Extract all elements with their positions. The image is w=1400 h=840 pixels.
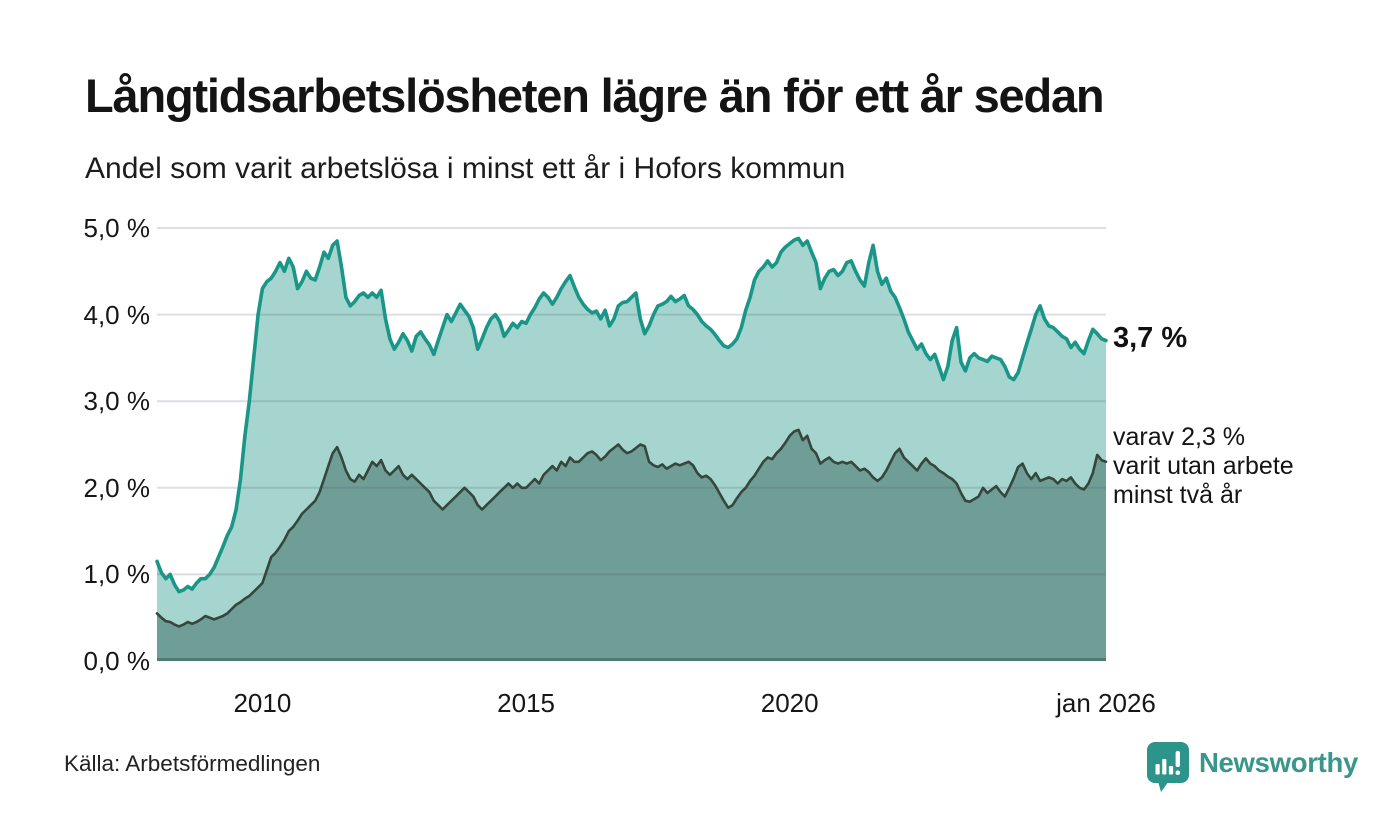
- series-area-min-two-years: [157, 429, 1106, 661]
- end-note-line: varav 2,3 %: [1113, 423, 1246, 451]
- y-tick-label: 5,0 %: [83, 213, 151, 243]
- gridlines: [157, 227, 1106, 576]
- end-note-line: varit utan arbete: [1113, 452, 1294, 480]
- newsworthy-icon: [1147, 742, 1189, 792]
- x-tick-label: 2010: [233, 688, 292, 718]
- y-tick-label: 3,0 %: [83, 386, 151, 417]
- end-value-label-one-year: 3,7 %: [1113, 322, 1188, 354]
- y-tick-label: 4,0 %: [83, 299, 151, 330]
- page-title: Långtidsarbetslösheten lägre än för ett …: [85, 69, 1105, 122]
- end-value-note-two-years: varav 2,3 % varit utan arbete minst två …: [1113, 423, 1294, 510]
- series-line-min-two-years: [155, 428, 1108, 628]
- y-tick-label: 0,0 %: [83, 646, 151, 676]
- end-note-line: minst två år: [1113, 481, 1243, 509]
- y-tick-label: 1,0 %: [83, 559, 151, 590]
- source-caption: Källa: Arbetsförmedlingen: [64, 751, 321, 776]
- y-tick-label: 2,0 %: [83, 472, 151, 503]
- newsworthy-logo[interactable]: Newsworthy: [1146, 741, 1358, 793]
- newsworthy-wordmark[interactable]: Newsworthy: [1199, 747, 1358, 778]
- chart-subtitle: Andel som varit arbetslösa i minst ett å…: [85, 152, 846, 185]
- x-tick-label: 2015: [497, 688, 556, 718]
- x-tick-label: 2020: [760, 688, 819, 718]
- series-line-min-one-year: [155, 236, 1108, 594]
- x-tick-label: jan 2026: [1056, 688, 1156, 718]
